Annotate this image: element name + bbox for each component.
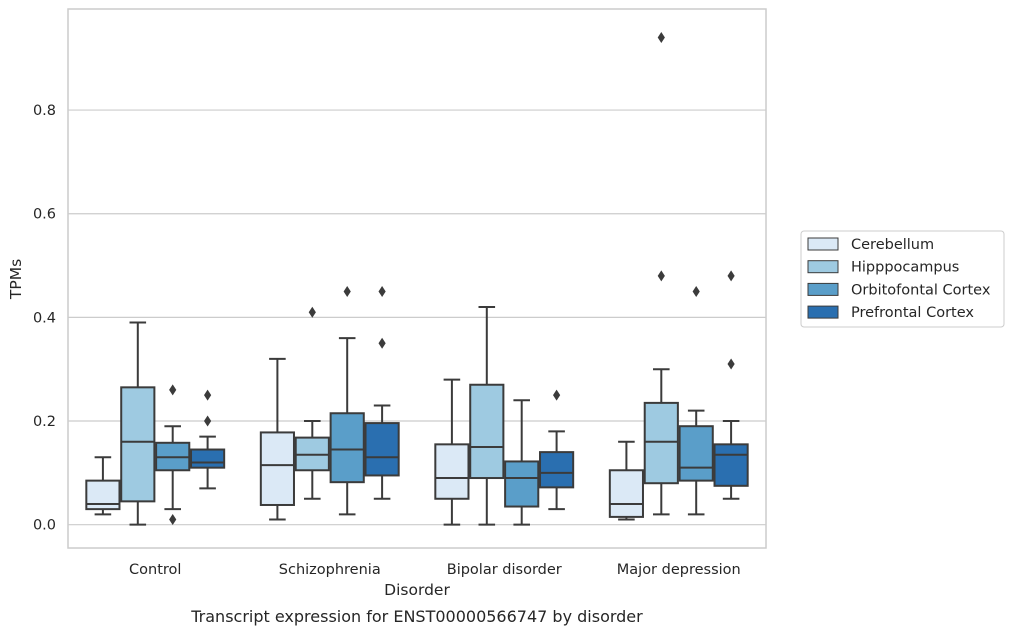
boxes xyxy=(85,32,749,526)
plot-area-frame xyxy=(67,8,767,549)
outlier-point xyxy=(692,285,700,297)
iqr-box xyxy=(713,443,749,487)
outlier-point xyxy=(378,337,386,349)
legend-items: Cerebellum Hipppocampus Orbitofontal Corte… xyxy=(807,237,991,321)
legend-label: Cerebellum xyxy=(851,237,934,253)
x-tick-labels: Control Schizophrenia Bipolar disorder Majo… xyxy=(129,562,741,578)
iqr-box xyxy=(678,425,714,482)
x-tick-label: Major depression xyxy=(617,562,741,578)
legend-swatch xyxy=(807,260,839,274)
iqr-box xyxy=(190,448,226,469)
outlier-point xyxy=(169,384,177,396)
legend: Cerebellum Hipppocampus Orbitofontal Corte… xyxy=(800,230,1005,328)
iqr-box xyxy=(643,401,679,485)
y-axis-label: TPMs xyxy=(7,259,25,300)
box-prefrontal-cortex xyxy=(364,285,400,500)
outlier-point xyxy=(553,389,561,401)
legend-label: Prefrontal Cortex xyxy=(851,305,974,321)
x-tick-label: Bipolar disorder xyxy=(447,562,562,578)
iqr-box xyxy=(120,386,156,503)
outlier-point xyxy=(204,389,212,401)
x-axis-label: Disorder xyxy=(384,581,450,599)
box-orbitofontal-cortex xyxy=(155,384,191,525)
outlier-point xyxy=(204,415,212,427)
box-hipppocampus xyxy=(469,306,505,526)
legend-frame xyxy=(800,230,1005,328)
iqr-box xyxy=(469,383,505,480)
box-prefrontal-cortex xyxy=(190,389,226,490)
y-tick-label: 0.0 xyxy=(33,518,56,534)
box-orbitofontal-cortex xyxy=(329,285,365,516)
outlier-point xyxy=(169,513,177,525)
y-tick-label: 0.6 xyxy=(33,207,56,223)
iqr-box xyxy=(259,431,295,506)
y-tick-labels: 0.0 0.2 0.4 0.6 0.8 xyxy=(33,103,56,534)
box-orbitofontal-cortex xyxy=(678,285,714,516)
box-prefrontal-cortex xyxy=(713,270,749,500)
box-hipppocampus xyxy=(120,321,156,526)
legend-swatch xyxy=(807,282,839,296)
box-prefrontal-cortex xyxy=(539,389,575,511)
box-cerebellum xyxy=(434,378,470,526)
x-tick-label: Schizophrenia xyxy=(279,562,381,578)
iqr-box xyxy=(608,469,644,518)
iqr-box xyxy=(539,451,575,489)
outlier-point xyxy=(378,285,386,297)
box-hipppocampus xyxy=(294,306,330,500)
x-tick-label: Control xyxy=(129,562,181,578)
outlier-point xyxy=(343,285,351,297)
legend-label: Hipppocampus xyxy=(851,260,959,276)
outlier-point xyxy=(727,270,735,282)
box-hipppocampus xyxy=(643,32,679,516)
figure-caption: Transcript expression for ENST0000056674… xyxy=(190,607,643,626)
y-tick-label: 0.2 xyxy=(33,414,56,430)
outlier-point xyxy=(657,270,665,282)
outlier-point xyxy=(308,306,316,318)
box-cerebellum xyxy=(85,456,121,516)
iqr-box xyxy=(434,443,470,500)
iqr-box xyxy=(364,422,400,477)
outlier-point xyxy=(727,358,735,370)
box-cerebellum xyxy=(608,440,644,521)
y-tick-label: 0.8 xyxy=(33,103,56,119)
box-orbitofontal-cortex xyxy=(504,399,540,526)
outlier-point xyxy=(657,32,665,44)
y-tick-label: 0.4 xyxy=(33,310,56,326)
legend-swatch xyxy=(807,305,839,319)
iqr-box xyxy=(504,460,540,508)
box-cerebellum xyxy=(259,357,295,521)
legend-swatch xyxy=(807,237,839,251)
iqr-box xyxy=(329,412,365,484)
legend-label: Orbitofontal Cortex xyxy=(851,282,991,298)
